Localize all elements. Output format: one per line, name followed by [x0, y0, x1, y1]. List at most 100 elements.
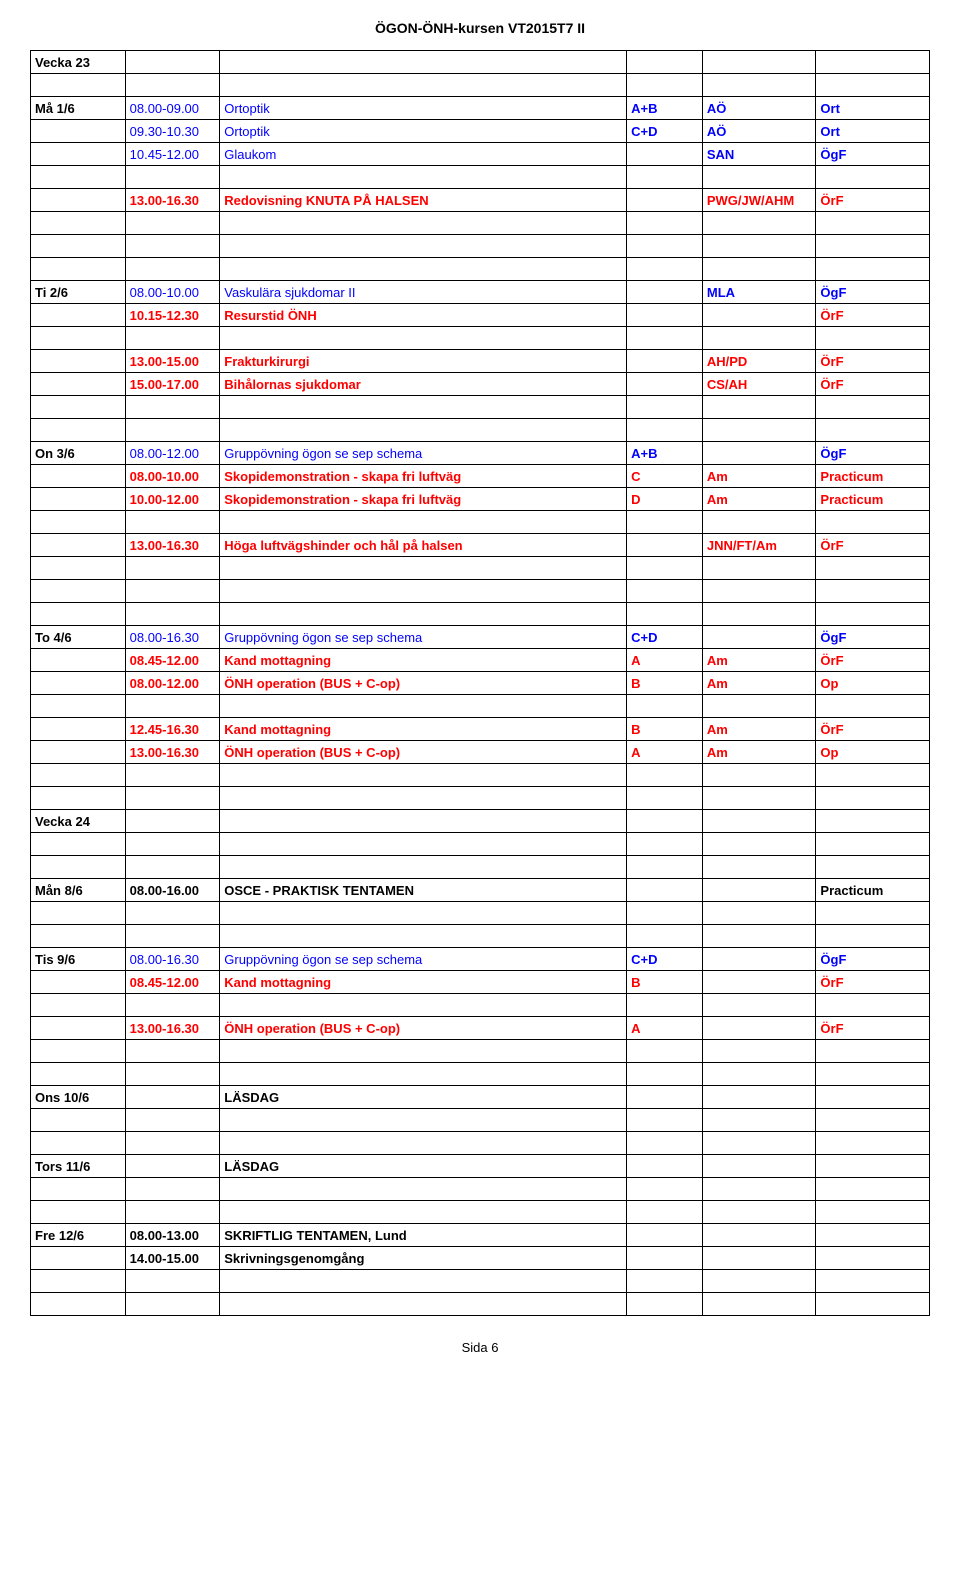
table-cell: ÖgF [816, 626, 930, 649]
table-cell: Ort [816, 97, 930, 120]
table-cell [125, 235, 220, 258]
table-cell [627, 879, 703, 902]
table-cell [31, 741, 126, 764]
table-cell [702, 1040, 816, 1063]
table-cell [816, 1155, 930, 1178]
table-cell: SAN [702, 143, 816, 166]
table-cell: Kand mottagning [220, 649, 627, 672]
table-cell [816, 994, 930, 1017]
table-cell [816, 1224, 930, 1247]
table-cell [31, 695, 126, 718]
table-row: 08.00-10.00Skopidemonstration - skapa fr… [31, 465, 930, 488]
table-row [31, 695, 930, 718]
table-row: Tis 9/608.00-16.30Gruppövning ögon se se… [31, 948, 930, 971]
table-cell [220, 1178, 627, 1201]
table-cell: Am [702, 718, 816, 741]
table-cell: To 4/6 [31, 626, 126, 649]
table-row [31, 327, 930, 350]
table-cell [627, 189, 703, 212]
table-cell: Gruppövning ögon se sep schema [220, 442, 627, 465]
table-cell [816, 396, 930, 419]
table-row: Ti 2/608.00-10.00Vaskulära sjukdomar IIM… [31, 281, 930, 304]
table-cell [816, 1063, 930, 1086]
table-cell [31, 557, 126, 580]
table-cell: Gruppövning ögon se sep schema [220, 626, 627, 649]
table-row [31, 764, 930, 787]
table-cell [627, 212, 703, 235]
table-cell [702, 1017, 816, 1040]
table-cell [816, 580, 930, 603]
table-cell [627, 695, 703, 718]
table-cell: Ortoptik [220, 120, 627, 143]
table-cell [702, 580, 816, 603]
table-cell [627, 1155, 703, 1178]
table-row [31, 557, 930, 580]
table-row [31, 1178, 930, 1201]
table-cell: Ort [816, 120, 930, 143]
table-cell [31, 1293, 126, 1316]
table-cell: ÖrF [816, 373, 930, 396]
table-cell [220, 51, 627, 74]
table-cell: Am [702, 672, 816, 695]
table-cell [702, 971, 816, 994]
table-cell: Skopidemonstration - skapa fri luftväg [220, 465, 627, 488]
table-cell: Gruppövning ögon se sep schema [220, 948, 627, 971]
table-row [31, 603, 930, 626]
table-cell: Bihålornas sjukdomar [220, 373, 627, 396]
table-row [31, 1201, 930, 1224]
table-cell [125, 212, 220, 235]
table-cell [125, 994, 220, 1017]
table-cell: A [627, 649, 703, 672]
table-cell: AH/PD [702, 350, 816, 373]
table-row [31, 856, 930, 879]
table-cell [220, 902, 627, 925]
table-cell [627, 51, 703, 74]
table-cell: ÖrF [816, 189, 930, 212]
table-cell [702, 787, 816, 810]
table-cell: Frakturkirurgi [220, 350, 627, 373]
table-cell [31, 833, 126, 856]
table-cell [31, 396, 126, 419]
table-cell [702, 902, 816, 925]
table-cell [220, 396, 627, 419]
table-cell: AÖ [702, 97, 816, 120]
table-row: 14.00-15.00Skrivningsgenomgång [31, 1247, 930, 1270]
table-cell: Practicum [816, 465, 930, 488]
table-cell [31, 787, 126, 810]
table-cell [125, 1178, 220, 1201]
table-cell [220, 833, 627, 856]
table-cell [125, 1155, 220, 1178]
table-cell [816, 51, 930, 74]
table-cell [702, 948, 816, 971]
table-row: 09.30-10.30OrtoptikC+DAÖOrt [31, 120, 930, 143]
table-cell: Höga luftvägshinder och hål på halsen [220, 534, 627, 557]
table-cell [220, 1040, 627, 1063]
table-cell [816, 1086, 930, 1109]
table-cell: ÖNH operation (BUS + C-op) [220, 672, 627, 695]
table-cell [125, 511, 220, 534]
table-cell [702, 994, 816, 1017]
table-cell [220, 695, 627, 718]
table-cell: 08.00-12.00 [125, 442, 220, 465]
table-cell [702, 396, 816, 419]
table-cell [627, 419, 703, 442]
table-cell [627, 557, 703, 580]
table-cell: Ortoptik [220, 97, 627, 120]
table-cell [31, 488, 126, 511]
table-cell: Mån 8/6 [31, 879, 126, 902]
table-cell [816, 1293, 930, 1316]
table-cell [31, 235, 126, 258]
table-row: 13.00-16.30ÖNH operation (BUS + C-op)AAm… [31, 741, 930, 764]
table-cell [31, 327, 126, 350]
table-cell [627, 810, 703, 833]
table-cell [702, 1132, 816, 1155]
table-cell [31, 74, 126, 97]
table-cell: A+B [627, 97, 703, 120]
table-cell: 13.00-16.30 [125, 189, 220, 212]
table-cell: 14.00-15.00 [125, 1247, 220, 1270]
table-cell: C+D [627, 948, 703, 971]
table-row [31, 419, 930, 442]
table-cell [31, 511, 126, 534]
page-footer: Sida 6 [30, 1340, 930, 1355]
table-cell [816, 833, 930, 856]
